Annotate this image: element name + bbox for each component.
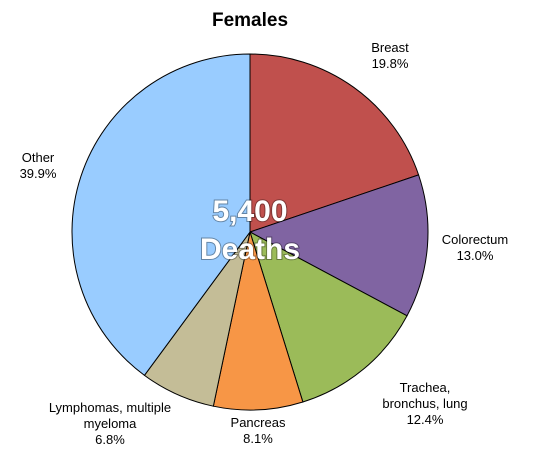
pie-slice [212,230,304,411]
value-label: 8.1% [243,431,273,446]
category-label: Trachea, bronchus, lung [382,380,468,411]
slice-label: Colorectum 13.0% [430,232,520,264]
value-label: 39.9% [19,166,57,181]
value-label: 13.0% [456,248,494,263]
category-label: Breast [371,40,409,55]
slice-label: Trachea, bronchus, lung 12.4% [375,380,475,428]
pie-slice [248,174,429,317]
center-annotation: 5,400 [212,195,287,228]
chart-title: Females [212,10,288,31]
slice-label: Pancreas 8.1% [218,415,298,447]
category-label: Other [21,150,55,165]
category-label: Pancreas [230,415,286,430]
category-label: Lymphomas, multiple myeloma [48,400,172,431]
category-label: Colorectum [441,232,509,247]
slice-label: Lymphomas, multiple myeloma 6.8% [45,400,175,448]
pie-slice [71,53,251,377]
pie-slice [249,230,408,403]
center-annotation: Deaths [200,233,300,266]
slice-label: Other 39.9% [8,150,68,182]
slice-label: Breast 19.8% [360,40,420,72]
value-label: 19.8% [371,56,409,71]
value-label: 6.8% [95,432,125,447]
pie-slice [249,53,420,233]
value-label: 12.4% [406,412,444,427]
